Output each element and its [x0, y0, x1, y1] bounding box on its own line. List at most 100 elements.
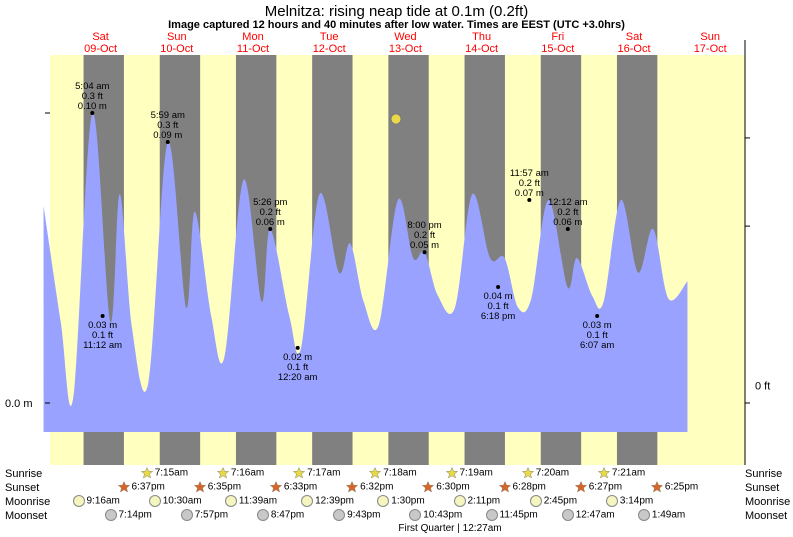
moonset-icon — [256, 509, 269, 521]
day-name-label: Sat — [626, 31, 643, 43]
day-date-label: 10-Oct — [160, 43, 193, 55]
extreme-point — [100, 314, 105, 318]
star-icon — [216, 467, 229, 479]
day-name-label: Sun — [700, 31, 720, 43]
star-icon — [521, 467, 534, 479]
sunset-event: 6:33pm — [269, 481, 317, 493]
moonrise-event-time: 12:39pm — [315, 495, 355, 507]
moonset-icon — [104, 509, 117, 521]
moonrise-icon — [72, 495, 85, 507]
day-name-label: Sun — [167, 31, 187, 43]
sunset-row-label-right: Sunset — [745, 482, 780, 494]
sunrise-row-label: Sunrise — [5, 468, 43, 480]
moonset-event-time: 7:14pm — [118, 509, 152, 521]
moonset-event: 8:47pm — [256, 509, 304, 521]
sunset-event-time: 6:25pm — [664, 481, 699, 493]
day-date-label: 09-Oct — [84, 43, 117, 55]
star-icon — [269, 481, 282, 493]
sunset-event-time: 6:30pm — [436, 481, 470, 493]
moonset-event: 9:43pm — [333, 509, 380, 521]
day-date-label: 14-Oct — [465, 43, 498, 55]
sunset-event-time: 6:35pm — [207, 481, 242, 493]
moonrise-event: 2:11pm — [453, 495, 501, 507]
extreme-label: 5:04 am — [75, 81, 109, 92]
sunrise-event-time: 7:18am — [383, 467, 417, 479]
star-icon — [369, 467, 382, 479]
sunrise-event-time: 7:20am — [535, 467, 570, 479]
extreme-point — [595, 314, 600, 318]
day-name-label: Wed — [394, 31, 416, 43]
moonrise-event-time: 2:45pm — [543, 495, 578, 507]
moonset-icon — [637, 509, 650, 521]
moonrise-event: 10:30am — [148, 495, 202, 507]
star-icon — [574, 481, 587, 493]
extreme-label: 0.3 ft — [157, 120, 178, 131]
extreme-label: 0.1 ft — [287, 362, 308, 373]
moonset-icon — [561, 509, 574, 521]
star-icon — [422, 481, 435, 493]
star-icon — [346, 481, 359, 493]
left-zero-label: 0.0 m — [5, 398, 33, 410]
extreme-point — [165, 140, 170, 144]
sunset-row-label: Sunset — [5, 482, 40, 494]
day-name-label: Tue — [320, 31, 339, 43]
moonset-event-time: 7:57pm — [194, 509, 229, 521]
sunset-event-time: 6:28pm — [512, 481, 546, 493]
moonset-icon — [409, 509, 422, 521]
extreme-point — [496, 285, 501, 289]
moonrise-event-time: 10:30am — [162, 495, 202, 507]
day-labels: Sat09-OctSun10-OctMon11-OctTue12-OctWed1… — [84, 31, 727, 55]
sunrise-event: 7:17am — [293, 467, 340, 479]
star-icon — [597, 467, 610, 479]
sunrise-row-label-right: Sunrise — [745, 468, 783, 480]
moonset-icon — [180, 509, 193, 521]
moonset-icon — [333, 509, 346, 521]
moonrise-icon — [377, 495, 390, 507]
extreme-label: 5:59 am — [151, 110, 185, 121]
moonrise-event-time: 9:16am — [86, 495, 120, 507]
sunset-event: 6:30pm — [422, 481, 470, 493]
sunrise-event: 7:15am — [140, 467, 188, 479]
sunset-event: 6:27pm — [574, 481, 622, 493]
moonrise-icon — [224, 495, 237, 507]
extreme-label: 0.06 m — [553, 217, 582, 228]
sunset-event: 6:37pm — [117, 481, 165, 493]
moonrise-event: 11:39am — [224, 495, 278, 507]
extreme-label: 0.10 m — [78, 101, 107, 112]
extreme-label: 0.02 m — [283, 352, 312, 363]
tide-area — [43, 112, 688, 433]
sunset-event: 6:32pm — [346, 481, 393, 493]
sunset-event: 6:25pm — [650, 481, 699, 493]
moonrise-event: 2:45pm — [529, 495, 578, 507]
page-subtitle: Image captured 12 hours and 40 minutes a… — [168, 19, 625, 31]
extreme-label: 11:57 am — [510, 168, 549, 179]
extreme-label: 0.1 ft — [587, 330, 608, 341]
star-icon — [445, 467, 458, 479]
day-date-label: 16-Oct — [617, 43, 650, 55]
extreme-label: 12:12 am — [548, 197, 588, 208]
extreme-label: 0.06 m — [256, 217, 285, 228]
sunrise-event-time: 7:19am — [459, 467, 493, 479]
extreme-point — [422, 250, 427, 255]
extreme-point — [527, 198, 532, 202]
right-zero-label: 0 ft — [755, 381, 770, 393]
moonrise-event: 9:16am — [72, 495, 120, 507]
star-icon — [498, 481, 511, 493]
sunrise-event-time: 7:17am — [307, 467, 341, 479]
moonrise-event-time: 2:11pm — [467, 495, 501, 507]
star-icon — [117, 481, 130, 493]
sunset-event: 6:35pm — [193, 481, 242, 493]
moonset-event-time: 12:47am — [575, 509, 615, 521]
day-date-label: 11-Oct — [237, 43, 269, 55]
page-title: Melnitza: rising neap tide at 0.1m (0.2f… — [264, 3, 529, 20]
moonrise-event-time: 11:39am — [238, 495, 278, 507]
moonset-event: 7:14pm — [104, 509, 152, 521]
sunrise-event: 7:16am — [216, 467, 264, 479]
star-icon — [140, 467, 153, 479]
extreme-label: 0.2 ft — [557, 207, 578, 218]
moonrise-event-time: 3:14pm — [619, 495, 654, 507]
extreme-label: 11:12 am — [83, 340, 122, 351]
day-name-label: Thu — [472, 31, 491, 43]
